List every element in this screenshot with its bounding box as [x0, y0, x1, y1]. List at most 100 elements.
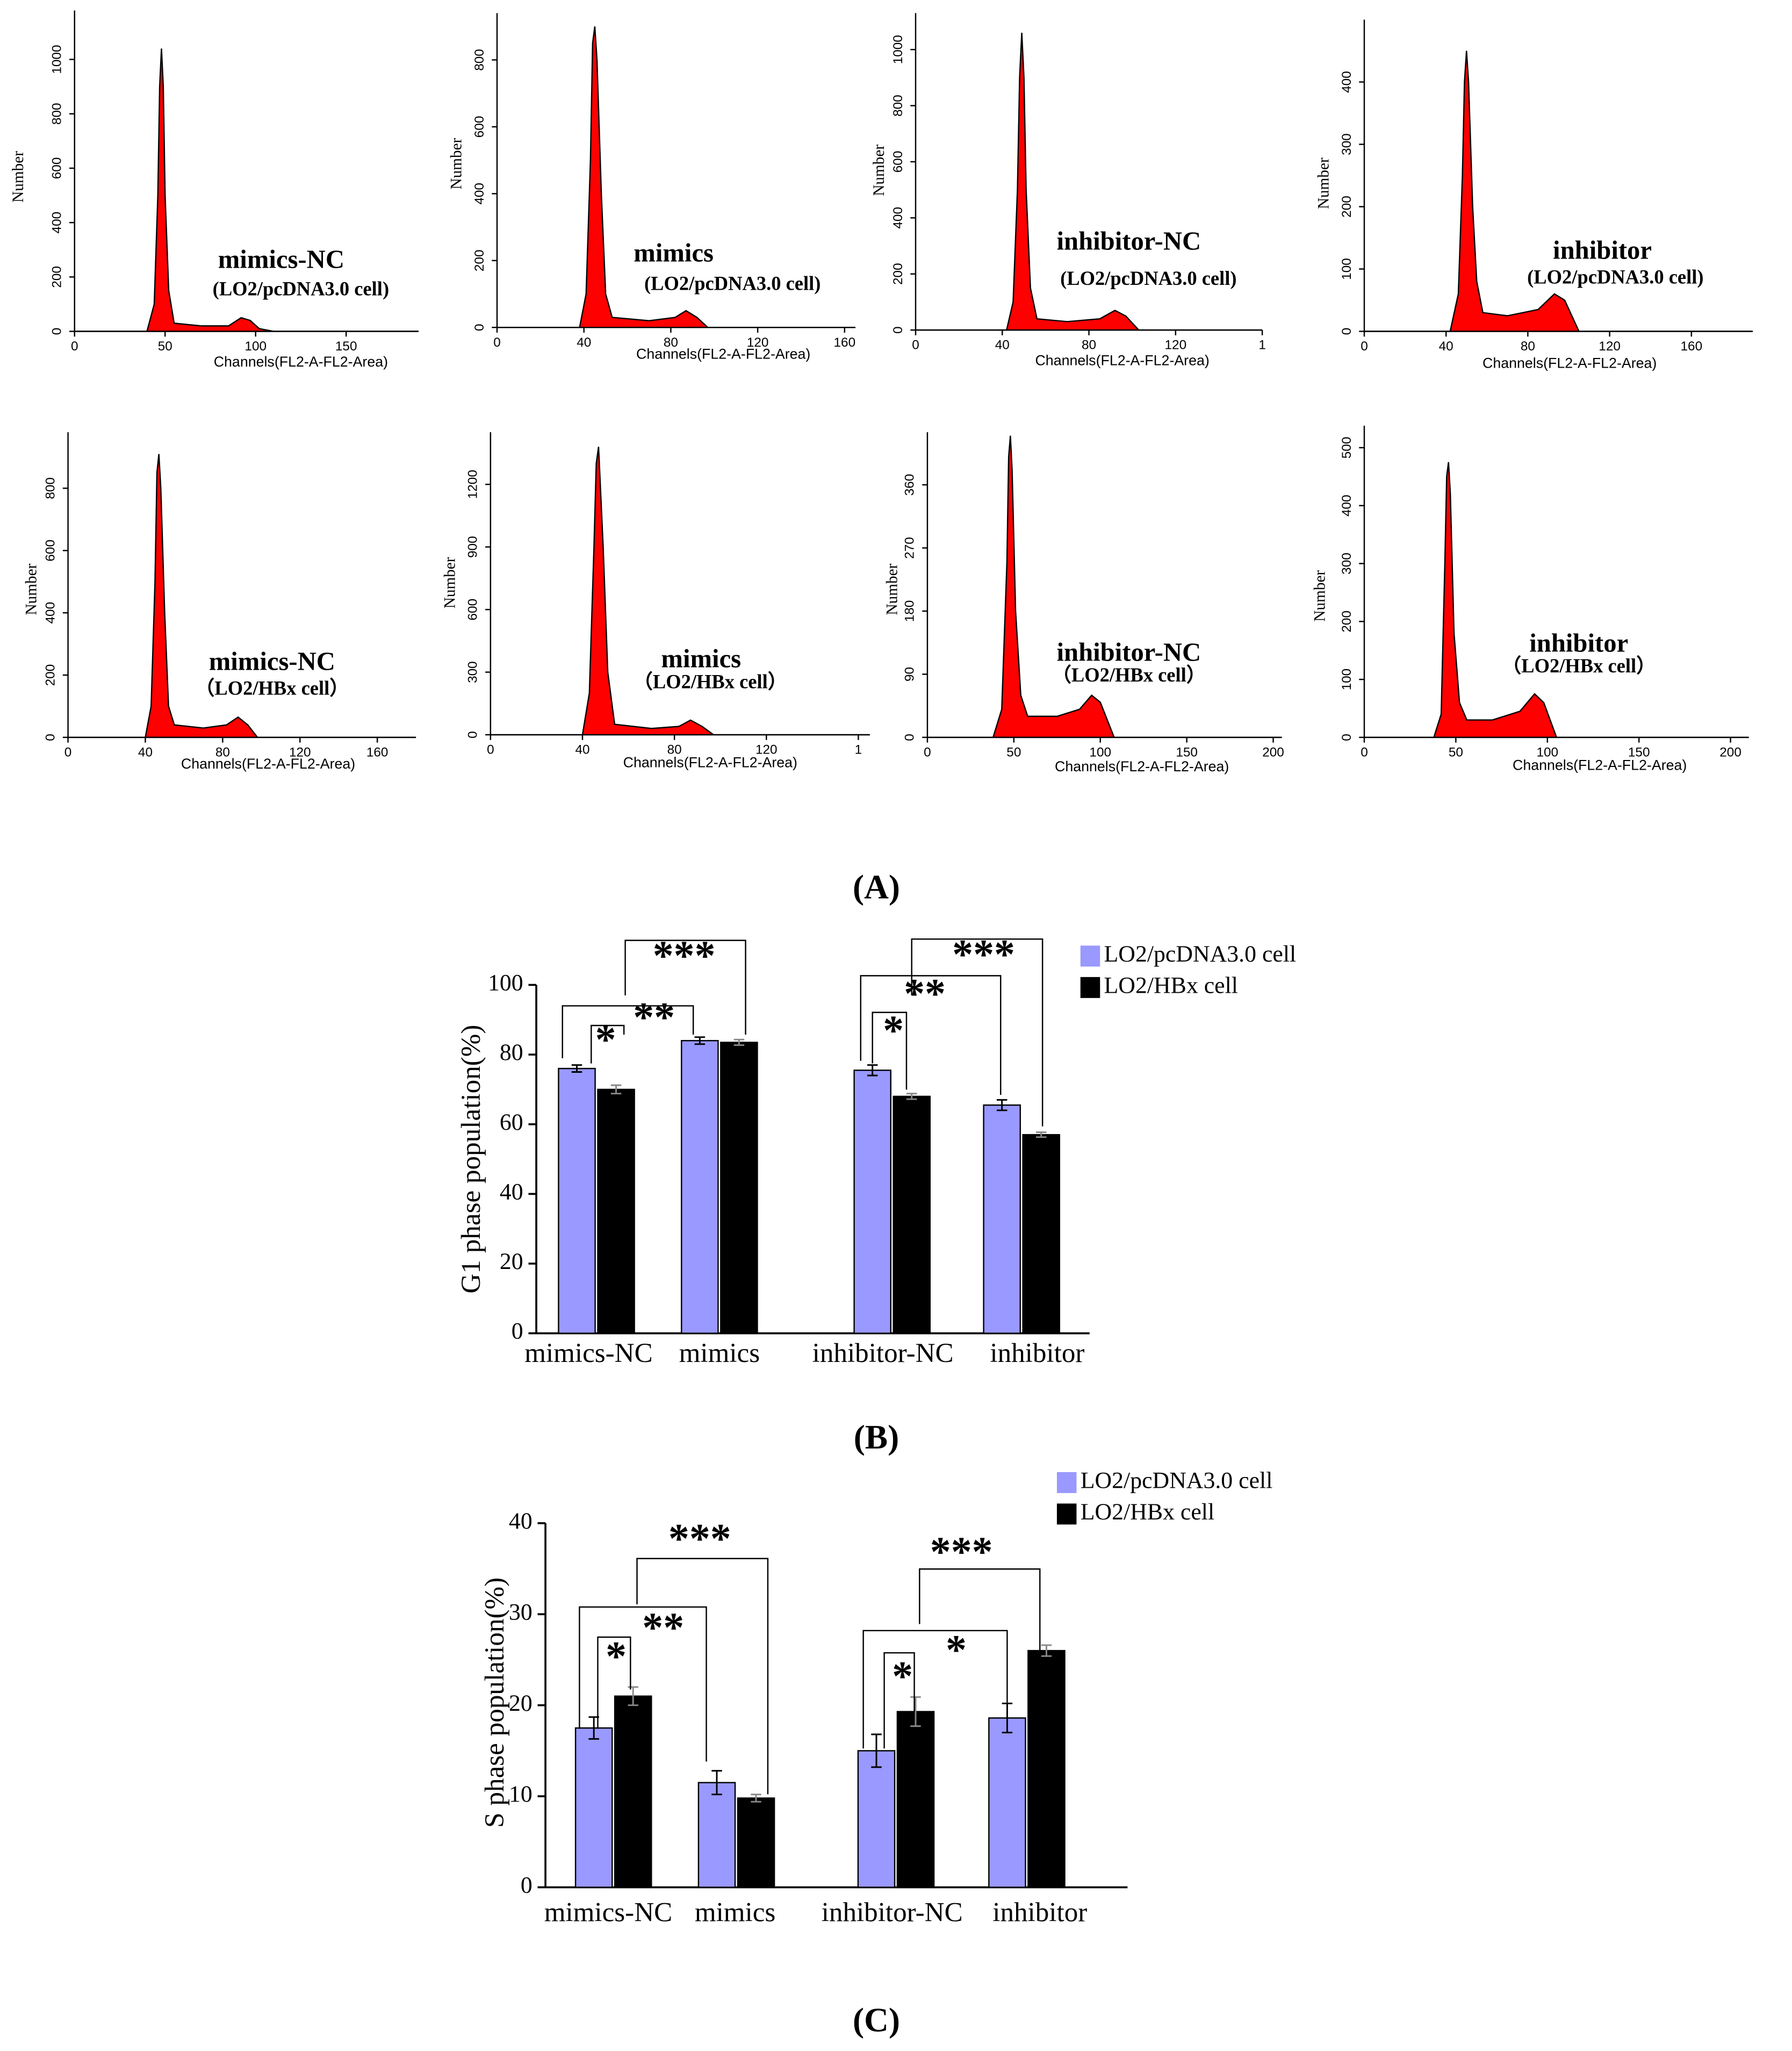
- panel-label: (A): [853, 869, 900, 906]
- chart-subtitle: (LO2/pcDNA3.0 cell): [1527, 266, 1703, 288]
- chart-subtitle: （LO2/HBx cell）: [195, 677, 349, 699]
- x-tick-label: inhibitor-NC: [812, 1338, 954, 1368]
- y-tick-label: 0: [903, 734, 917, 741]
- significance-mark: **: [633, 994, 675, 1041]
- x-tick-label: 50: [1006, 745, 1021, 760]
- x-tick-label: mimics-NC: [524, 1338, 652, 1368]
- bar: [614, 1695, 652, 1888]
- x-tick-label: 80: [1521, 339, 1535, 354]
- bar: [1027, 1650, 1066, 1888]
- x-tick-label: 200: [1262, 745, 1284, 760]
- histogram-area: [916, 32, 1263, 331]
- x-tick-label: 80: [667, 743, 682, 757]
- y-tick-label: 0: [512, 1318, 523, 1344]
- x-tick-label: 120: [1165, 338, 1187, 353]
- error-bar: [906, 1093, 917, 1100]
- x-tick-label: 50: [1449, 745, 1463, 760]
- significance-mark: ***: [653, 933, 716, 979]
- bar: [983, 1104, 1021, 1334]
- x-tick-label: 80: [664, 335, 678, 350]
- x-tick-label: 150: [1176, 745, 1198, 760]
- y-axis-label: Number: [883, 563, 901, 615]
- y-tick-label: 300: [1340, 553, 1354, 575]
- x-tick-label: 0: [71, 339, 78, 354]
- x-tick-label: 100: [244, 339, 267, 354]
- chart-title: inhibitor-NC: [1056, 226, 1201, 255]
- legend-label: LO2/HBx cell: [1081, 1499, 1214, 1525]
- x-tick-label: 120: [755, 743, 778, 757]
- significance-mark: ***: [952, 931, 1015, 978]
- histogram-area: [490, 447, 870, 736]
- y-tick-label: 20: [500, 1249, 523, 1274]
- y-tick-label: 400: [891, 207, 905, 229]
- significance-bracket: [636, 1558, 769, 1795]
- x-tick-label: 160: [1681, 339, 1703, 354]
- bar: [853, 1070, 891, 1334]
- bar: [558, 1067, 596, 1334]
- chart-title: inhibitor: [1553, 235, 1652, 264]
- error-bar: [628, 1686, 638, 1706]
- y-tick-label: 270: [903, 537, 917, 559]
- chart-title: mimics-NC: [218, 245, 344, 274]
- x-tick-label: 160: [366, 745, 388, 760]
- significance-mark: ***: [930, 1529, 993, 1575]
- chart-subtitle: (LO2/pcDNA3.0 cell): [213, 277, 389, 299]
- x-tick-label: 40: [138, 745, 153, 760]
- error-bar: [610, 1084, 622, 1095]
- bar: [857, 1750, 896, 1888]
- x-tick-label: mimics-NC: [544, 1897, 672, 1927]
- y-tick-label: 600: [466, 599, 480, 621]
- y-tick-label: 600: [50, 157, 64, 180]
- significance-mark: *: [883, 1007, 904, 1053]
- legend-label: LO2/pcDNA3.0 cell: [1104, 941, 1297, 967]
- y-tick-label: 40: [509, 1508, 532, 1534]
- x-tick-label: 120: [289, 745, 311, 760]
- x-tick-label: 0: [1361, 339, 1368, 354]
- error-bar: [711, 1770, 722, 1796]
- chart-subtitle: （LO2/HBx cell）: [1502, 655, 1656, 677]
- histogram-area: [1364, 462, 1749, 738]
- y-tick-label: 400: [1340, 494, 1354, 517]
- y-tick-label: 1000: [891, 35, 905, 64]
- y-tick-label: 400: [1340, 71, 1354, 93]
- x-tick-label: 100: [1089, 745, 1111, 760]
- error-bar: [871, 1733, 882, 1768]
- bar: [988, 1717, 1026, 1888]
- y-tick-label: 600: [472, 116, 487, 138]
- y-axis-label: S phase population(%): [479, 1577, 510, 1828]
- y-tick-label: 200: [43, 664, 57, 686]
- significance-bracket: [597, 1636, 631, 1729]
- chart-title: mimics: [634, 238, 714, 267]
- histogram-area: [927, 435, 1282, 738]
- y-tick-label: 30: [509, 1599, 532, 1625]
- x-tick-label: 40: [575, 743, 589, 757]
- chart-subtitle: （LO2/HBx cell）: [633, 670, 787, 692]
- chart-title: mimics: [661, 644, 741, 673]
- significance-bracket: [862, 1630, 1008, 1749]
- y-tick-label: 300: [1340, 133, 1354, 155]
- x-tick-label: 150: [335, 339, 357, 354]
- x-tick-label: 100: [1536, 745, 1558, 760]
- y-tick-label: 0: [1340, 328, 1354, 335]
- bar: [896, 1711, 935, 1888]
- chart-title: inhibitor-NC: [1056, 638, 1201, 667]
- y-tick-label: 600: [891, 151, 905, 173]
- significance-mark: **: [904, 971, 946, 1017]
- significance-mark: *: [946, 1627, 967, 1673]
- significance-bracket: [919, 1568, 1041, 1651]
- y-tick-label: 1200: [466, 470, 480, 499]
- x-tick-label: 40: [995, 338, 1010, 353]
- x-tick-label: 120: [747, 335, 769, 350]
- error-bar: [1035, 1131, 1047, 1138]
- bar: [737, 1797, 775, 1888]
- histogram-area: [74, 48, 419, 332]
- significance-bracket: [860, 975, 1002, 1095]
- y-tick-label: 800: [50, 103, 64, 125]
- y-tick-label: 100: [1340, 669, 1354, 691]
- error-bar: [751, 1794, 761, 1803]
- x-tick-label: 120: [1599, 339, 1621, 354]
- significance-mark: *: [606, 1633, 627, 1680]
- x-tick-label: 0: [487, 743, 494, 757]
- x-tick-label: 160: [834, 335, 856, 350]
- y-tick-label: 0: [891, 326, 905, 334]
